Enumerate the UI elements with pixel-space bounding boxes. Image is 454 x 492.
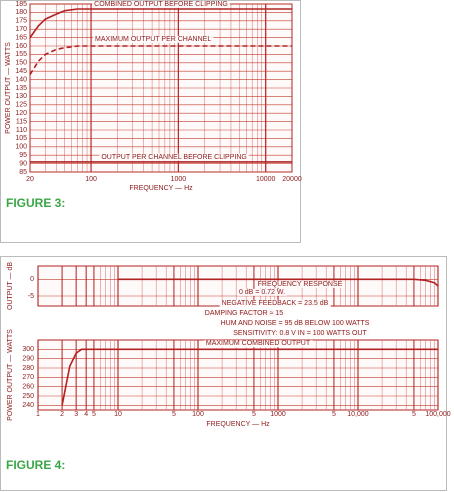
x-tick-label: 5 bbox=[252, 411, 256, 418]
y-axis-label: POWER OUTPUT — WATTS bbox=[5, 42, 12, 134]
y-tick-label: 165 bbox=[15, 34, 27, 41]
figure-caption: FIGURE 4: bbox=[6, 458, 65, 472]
annotation: HUM AND NOISE = 95 dB BELOW 100 WATTS bbox=[221, 320, 370, 327]
y-tick-label: 100 bbox=[15, 144, 27, 151]
figure-4-frame bbox=[0, 256, 447, 491]
series-line bbox=[118, 278, 439, 287]
x-tick-label: 100 bbox=[192, 411, 204, 418]
series-line bbox=[29, 8, 292, 39]
y-tick-label: 185 bbox=[15, 1, 27, 8]
y-axis-label: OUTPUT — dB bbox=[7, 262, 14, 310]
y-tick-label: 95 bbox=[19, 152, 27, 159]
x-tick-label: 1000 bbox=[270, 411, 286, 418]
y-tick-label: 180 bbox=[15, 9, 27, 16]
x-tick-label: 2 bbox=[60, 411, 64, 418]
y-tick-label: 300 bbox=[22, 346, 34, 353]
figure-caption: FIGURE 3: bbox=[6, 196, 65, 210]
y-tick-label: 250 bbox=[22, 393, 34, 400]
x-tick-label: 3 bbox=[74, 411, 78, 418]
annotation: SENSITIVITY: 0.8 V IN = 100 WATTS OUT bbox=[233, 330, 367, 337]
plot-area bbox=[37, 339, 439, 411]
y-tick-label: 125 bbox=[15, 102, 27, 109]
y-tick-label: 0 bbox=[30, 276, 34, 283]
y-tick-label: 170 bbox=[15, 26, 27, 33]
y-tick-label: 130 bbox=[15, 93, 27, 100]
y-tick-label: 150 bbox=[15, 60, 27, 67]
x-tick-label: 100 bbox=[85, 176, 97, 183]
label-background bbox=[255, 280, 345, 288]
y-axis-label: POWER OUTPUT — WATTS bbox=[7, 329, 14, 421]
annotation: NEGATIVE FEEDBACK = 23.5 dB bbox=[222, 300, 329, 307]
y-tick-label: 270 bbox=[22, 374, 34, 381]
y-tick-label: 135 bbox=[15, 85, 27, 92]
x-axis-label: FREQUENCY — Hz bbox=[129, 185, 193, 192]
series-label: OUTPUT PER CHANNEL BEFORE CLIPPING bbox=[101, 154, 246, 161]
y-tick-label: 140 bbox=[15, 76, 27, 83]
y-tick-label: -5 bbox=[28, 293, 34, 300]
series-line bbox=[29, 45, 292, 76]
x-tick-label: 5 bbox=[92, 411, 96, 418]
x-tick-label: 100,000 bbox=[425, 411, 450, 418]
series-label: MAXIMUM OUTPUT PER CHANNEL bbox=[95, 36, 211, 43]
annotation: 0 dB = 0.72 W. bbox=[239, 289, 285, 296]
x-axis-label: FREQUENCY — Hz bbox=[206, 421, 270, 428]
x-tick-label: 20000 bbox=[282, 176, 302, 183]
y-tick-label: 155 bbox=[15, 51, 27, 58]
series-line bbox=[61, 348, 438, 406]
x-tick-label: 5 bbox=[172, 411, 176, 418]
label-background bbox=[219, 299, 331, 307]
x-tick-label: 5 bbox=[332, 411, 336, 418]
series-label: MAXIMUM COMBINED OUTPUT bbox=[206, 340, 311, 347]
label-background bbox=[93, 35, 214, 43]
y-tick-label: 160 bbox=[15, 43, 27, 50]
y-tick-label: 115 bbox=[16, 118, 27, 125]
y-tick-label: 240 bbox=[22, 402, 34, 409]
y-tick-label: 105 bbox=[15, 135, 27, 142]
y-tick-label: 260 bbox=[22, 384, 34, 391]
label-background bbox=[218, 319, 372, 327]
x-tick-label: 10000 bbox=[256, 176, 276, 183]
y-tick-label: 120 bbox=[15, 110, 27, 117]
x-tick-label: 1 bbox=[36, 411, 40, 418]
y-tick-label: 290 bbox=[22, 356, 34, 363]
y-tick-label: 280 bbox=[22, 365, 34, 372]
y-tick-label: 110 bbox=[16, 127, 27, 134]
x-tick-label: 10 bbox=[114, 411, 122, 418]
y-tick-label: 90 bbox=[19, 160, 27, 167]
label-background bbox=[236, 288, 288, 296]
x-tick-label: 4 bbox=[84, 411, 88, 418]
label-background bbox=[202, 309, 286, 317]
y-tick-label: 175 bbox=[15, 18, 27, 25]
x-tick-label: 1000 bbox=[171, 176, 187, 183]
x-tick-label: 10,000 bbox=[347, 411, 369, 418]
label-background bbox=[99, 153, 249, 161]
y-tick-label: 85 bbox=[19, 169, 27, 176]
y-tick-label: 145 bbox=[15, 68, 27, 75]
x-tick-label: 20 bbox=[26, 176, 34, 183]
label-background bbox=[92, 0, 230, 8]
figure-3-frame bbox=[0, 0, 301, 243]
label-background bbox=[231, 329, 370, 337]
annotation: FREQUENCY RESPONSE bbox=[258, 281, 343, 288]
series-label: COMBINED OUTPUT BEFORE CLIPPING bbox=[94, 1, 228, 8]
x-tick-label: 5 bbox=[412, 411, 416, 418]
label-background bbox=[203, 340, 313, 348]
annotation: DAMPING FACTOR ≈ 15 bbox=[205, 310, 284, 317]
